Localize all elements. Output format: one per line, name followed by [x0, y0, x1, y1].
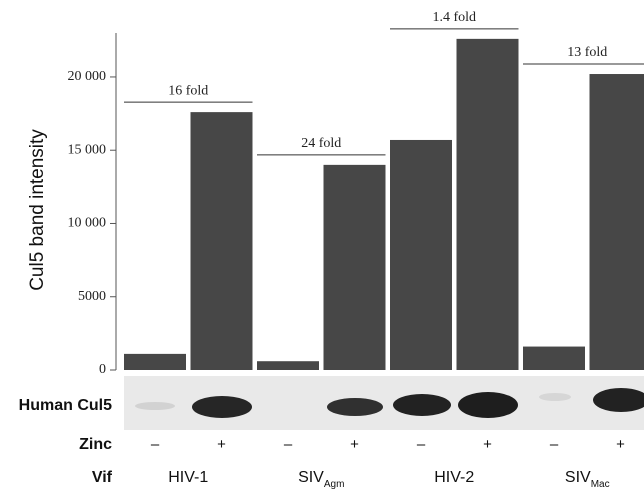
zinc-tick-label: – — [417, 436, 426, 453]
bar — [257, 361, 319, 370]
y-tick-label: 0 — [99, 362, 106, 377]
zinc-tick-label: – — [550, 436, 559, 453]
y-tick-label: 5000 — [78, 289, 106, 304]
zinc-tick-label: – — [284, 436, 293, 453]
y-tick-label: 10 000 — [68, 216, 107, 231]
zinc-label: Zinc — [79, 436, 112, 453]
vif-label: Vif — [92, 469, 113, 486]
zinc-tick-label: + — [616, 436, 625, 453]
zinc-tick-label: + — [217, 436, 226, 453]
bar — [590, 74, 644, 370]
chart: Cul5 band intensity Human Cul5 Zinc Vif … — [0, 0, 644, 492]
zinc-tick-label: – — [151, 436, 160, 453]
vif-group-subscript: Mac — [591, 479, 610, 490]
vif-group-subscript: Agm — [324, 479, 345, 490]
fold-annotation: 1.4 fold — [432, 10, 476, 25]
y-axis-label: Cul5 band intensity — [27, 129, 48, 291]
vif-group-name: HIV-1 — [168, 469, 208, 486]
bar — [390, 140, 452, 370]
vif-group-name: SIV — [565, 469, 591, 486]
y-tick-label: 15 000 — [68, 142, 107, 157]
vif-group-label: SIVAgm — [298, 469, 344, 489]
zinc-tick-label: + — [483, 436, 492, 453]
vif-group-name: SIV — [298, 469, 324, 486]
fold-annotation: 24 fold — [301, 136, 341, 151]
fold-annotation: 16 fold — [168, 83, 208, 98]
fold-annotation: 13 fold — [567, 45, 607, 60]
bar — [124, 354, 186, 370]
zinc-tick-label: + — [350, 436, 359, 453]
bar — [324, 165, 386, 370]
y-tick-label: 20 000 — [68, 69, 107, 84]
bar — [523, 347, 585, 370]
bar — [457, 39, 519, 370]
blot-image — [124, 376, 644, 430]
blot-label: Human Cul5 — [19, 397, 112, 414]
vif-group-label: HIV-1 — [168, 469, 208, 486]
vif-group-label: SIVMac — [565, 469, 610, 489]
vif-group-label: HIV-2 — [434, 469, 474, 486]
bar — [191, 112, 253, 370]
vif-group-name: HIV-2 — [434, 469, 474, 486]
